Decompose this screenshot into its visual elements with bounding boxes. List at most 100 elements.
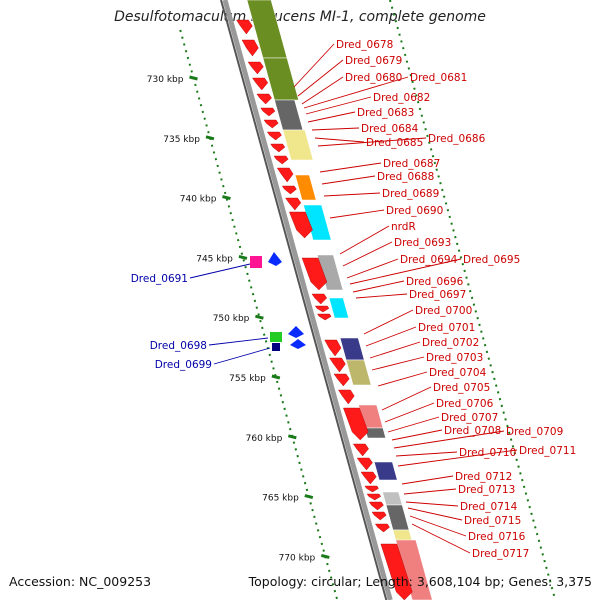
gene-label-dred_0690: Dred_0690	[386, 205, 443, 217]
gene-label-dred_0709: Dred_0709	[506, 426, 563, 438]
tick-mark	[304, 494, 314, 500]
tick-label: 765 kbp	[262, 494, 299, 504]
gene-band	[282, 129, 314, 161]
gene-label-dred_0688: Dred_0688	[377, 171, 434, 183]
gene-band	[364, 427, 386, 439]
leader-line	[355, 293, 408, 299]
gene-label-dred_0716: Dred_0716	[468, 531, 526, 543]
leader-line	[323, 192, 381, 197]
tick-label: 735 kbp	[163, 135, 200, 145]
tick-label: 760 kbp	[246, 434, 283, 444]
gene-label-dred_0696: Dred_0696	[406, 276, 464, 288]
forward-gene-arrow	[338, 389, 355, 405]
leader-line	[384, 402, 435, 423]
gene-label-dred_0702: Dred_0702	[422, 337, 479, 349]
gene-label-dred_0691: Dred_0691	[131, 273, 188, 285]
tick-label: 740 kbp	[180, 195, 217, 205]
tick-mark	[320, 553, 330, 559]
leader-line	[319, 162, 382, 173]
gene-label-dred_0700: Dred_0700	[415, 305, 472, 317]
leader-line	[377, 371, 428, 387]
forward-gene-arrow	[317, 313, 332, 321]
gene-label-dred_0701: Dred_0701	[418, 322, 475, 334]
gene-band	[382, 491, 403, 506]
forward-gene-arrow	[374, 523, 390, 533]
forward-gene-arrow	[281, 185, 297, 195]
forward-gene-arrow	[356, 457, 373, 471]
gene-0698-box	[270, 332, 282, 342]
forward-gene-arrow	[364, 485, 379, 493]
leader-line	[317, 137, 427, 147]
leader-line	[305, 96, 372, 115]
gene-label-dred_0681: Dred_0681	[410, 72, 467, 84]
gene-label-dred_0704: Dred_0704	[429, 367, 487, 379]
gene-label-dred_0695: Dred_0695	[463, 254, 520, 266]
gene-label-dred_0712: Dred_0712	[455, 471, 512, 483]
leader-line	[409, 515, 467, 537]
leader-line	[401, 475, 454, 485]
reverse-gene-arrow	[268, 252, 282, 266]
forward-gene-arrow	[241, 39, 259, 57]
forward-gene-arrow	[285, 197, 302, 211]
topology-text: Topology: circular; Length: 3,608,104 bp…	[248, 574, 592, 589]
gene-band	[274, 99, 304, 131]
leader-line	[363, 309, 414, 335]
gene-label-dred_0697: Dred_0697	[409, 289, 466, 301]
leader-line	[208, 337, 269, 346]
forward-gene-arrow	[329, 357, 346, 373]
leader-line	[339, 225, 390, 255]
gene-band	[339, 337, 365, 361]
gene-label-dred_0699: Dred_0699	[155, 359, 212, 371]
forward-gene-arrow	[333, 373, 350, 387]
forward-gene-arrow	[352, 443, 369, 457]
forward-gene-arrow	[366, 493, 382, 501]
leader-line	[329, 209, 385, 219]
tick-mark	[189, 75, 198, 81]
gene-label-dred_0706: Dred_0706	[436, 398, 494, 410]
gene-label-dred_0687: Dred_0687	[383, 158, 440, 170]
gene-label-dred_0717: Dred_0717	[472, 548, 529, 560]
gene-label-dred_0713: Dred_0713	[458, 484, 515, 496]
leader-line	[387, 416, 440, 433]
axis-shadow	[220, 0, 388, 600]
forward-gene-arrow	[289, 211, 313, 239]
accession-text: Accession: NC_009253	[9, 574, 152, 589]
leader-line	[314, 137, 365, 143]
leader-line	[369, 341, 421, 359]
forward-gene-arrow	[311, 293, 328, 305]
leader-line	[307, 111, 356, 123]
gene-0699-box	[272, 343, 280, 351]
leader-line	[393, 430, 505, 449]
forward-gene-arrow	[273, 155, 289, 165]
gene-label-dred_0715: Dred_0715	[464, 515, 521, 527]
forward-gene-arrow	[324, 339, 342, 357]
gene-label-dred_0685: Dred_0685	[366, 137, 423, 149]
forward-gene-arrow	[266, 131, 282, 141]
leader-line	[395, 451, 458, 457]
gene-label-dred_0679: Dred_0679	[345, 55, 402, 67]
reverse-gene-arrow	[290, 339, 306, 349]
gene-label-dred_0710: Dred_0710	[459, 447, 516, 459]
gene-label-dred_0684: Dred_0684	[361, 123, 419, 135]
forward-gene-arrow	[252, 77, 269, 91]
tick-mark	[205, 135, 215, 141]
gene-band	[328, 297, 349, 319]
leader-line	[381, 386, 432, 411]
forward-gene-arrow	[263, 119, 279, 129]
gene-label-dred_0708: Dred_0708	[444, 425, 501, 437]
tick-mark	[255, 314, 264, 320]
leader-line	[189, 263, 251, 279]
forward-gene-arrow	[380, 543, 413, 600]
gene-band	[373, 461, 398, 481]
leader-line	[407, 507, 463, 521]
forward-gene-arrow	[236, 19, 253, 35]
leader-line	[352, 280, 405, 293]
forward-gene-arrow	[270, 143, 286, 153]
forward-gene-arrow	[256, 93, 272, 105]
forward-gene-arrow	[371, 511, 387, 521]
leader-line	[321, 175, 376, 185]
leader-line	[365, 326, 417, 347]
leader-line	[342, 241, 393, 267]
tick-label: 730 kbp	[147, 75, 184, 85]
